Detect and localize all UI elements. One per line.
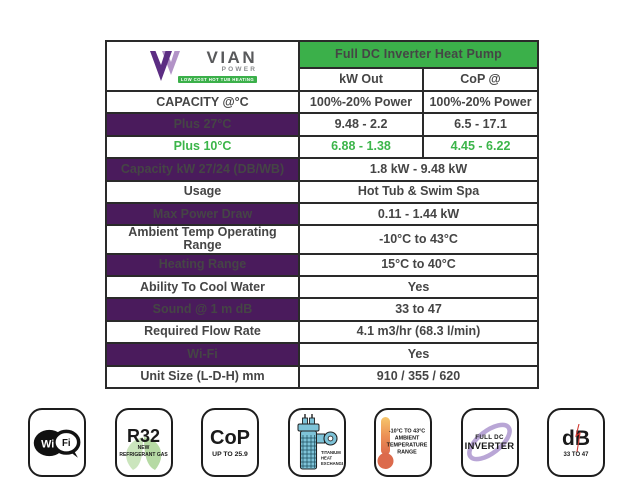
table-row: Required Flow Rate 4.1 m3/hr (68.3 l/min… <box>105 319 540 345</box>
plus10-cop-value: 4.45 - 6.22 <box>421 134 540 160</box>
wifi-icon: Wi Fi <box>33 429 81 458</box>
inverter-line-1: FULL DC <box>475 433 504 441</box>
leaf-icon <box>125 437 161 470</box>
row-label-sound: Sound @ 1 m dB <box>105 297 300 322</box>
ambient-temperature-badge: -10°C TO 43°C AMBIENT TEMPERATURE RANGE <box>374 408 432 477</box>
table-row: Sound @ 1 m dB 33 to 47 <box>105 297 540 322</box>
col-header-cop: CoP @ <box>421 67 540 92</box>
row-value-ambient-temp: -10°C to 43°C <box>297 224 540 255</box>
ambient-line-4: RANGE <box>397 449 417 456</box>
row-label-usage: Usage <box>105 179 300 204</box>
titanium-heat-exchanger-badge: TITANIUM HEAT EXCHANGER <box>287 408 346 477</box>
ambient-line-2: AMBIENT <box>394 435 420 442</box>
capacity-kw-value: 100%-20% Power <box>298 89 424 115</box>
capacity-cop-value: 100%-20% Power <box>421 89 540 115</box>
plus10-kw-value: 6.88 - 1.38 <box>298 134 424 160</box>
vian-v-icon <box>149 51 180 81</box>
row-value-capacity-kw: 1.8 kW - 9.48 kW <box>297 157 540 182</box>
row-value-flow-rate: 4.1 m3/hr (68.3 l/min) <box>297 319 540 345</box>
ambient-line-1: -10°C TO 43°C <box>388 427 426 434</box>
row-label-unit-size: Unit Size (L-D-H) mm <box>105 364 300 389</box>
row-value-wifi: Yes <box>297 342 540 367</box>
wifi-fi-text: Fi <box>62 438 71 449</box>
brand-logo-cell: VIAN POWER LOW COST HOT TUB HEATING <box>105 40 300 92</box>
spec-table: VIAN POWER LOW COST HOT TUB HEATING Full… <box>105 40 540 389</box>
titanium-label-3: EXCHANGER <box>321 461 343 466</box>
table-row: Usage Hot Tub & Swim Spa <box>105 179 540 204</box>
table-row: Ambient Temp Operating Range -10°C to 43… <box>105 224 540 255</box>
row-value-usage: Hot Tub & Swim Spa <box>297 179 540 204</box>
db-sound-badge: dB 33 TO 47 <box>547 408 605 477</box>
row-value-unit-size: 910 / 355 / 620 <box>297 364 540 389</box>
product-title: Full DC Inverter Heat Pump <box>297 40 540 69</box>
row-label-plus-10: Plus 10°C <box>105 134 300 160</box>
db-title: dB <box>562 426 590 450</box>
row-label-flow-rate: Required Flow Rate <box>105 319 300 345</box>
table-row: Ability To Cool Water Yes <box>105 274 540 300</box>
row-value-heating-range: 15°C to 40°C <box>297 252 540 278</box>
vian-logo: VIAN POWER LOW COST HOT TUB HEATING <box>109 49 296 83</box>
row-value-sound: 33 to 47 <box>297 297 540 322</box>
row-label-capacity: CAPACITY @°C <box>105 89 300 115</box>
inverter-line-2: INVERTER <box>464 440 515 452</box>
r32-gas-label: REFRIGERANT GAS <box>119 451 168 458</box>
row-value-max-power: 0.11 - 1.44 kW <box>297 201 540 227</box>
wifi-badge: Wi Fi <box>28 408 86 477</box>
row-label-plus-27: Plus 27°C <box>105 112 300 137</box>
row-label-heating-range: Heating Range <box>105 252 300 278</box>
row-label-cool-water: Ability To Cool Water <box>105 274 300 300</box>
ambient-line-3: TEMPERATURE <box>386 442 428 449</box>
ambient-range-text: -10°C TO 43°C AMBIENT TEMPERATURE RANGE <box>385 428 429 457</box>
inverter-swoosh-icon <box>466 422 512 462</box>
brand-subtitle: POWER <box>221 66 258 74</box>
full-dc-inverter-badge: FULL DC INVERTER <box>460 408 519 477</box>
r32-refrigerant-badge: R32 NEW REFRIGERANT GAS <box>114 408 173 477</box>
cop-value-label: UP TO 25.9 <box>212 450 248 458</box>
plus27-kw-value: 9.48 - 2.2 <box>298 112 424 137</box>
titanium-label-2: HEAT <box>321 455 333 460</box>
feature-badges: Wi Fi R32 NEW REFRIGERANT GAS CoP UP TO … <box>28 408 605 477</box>
table-row: Max Power Draw 0.11 - 1.44 kW <box>105 201 540 227</box>
wifi-wi-text: Wi <box>41 438 54 450</box>
r32-new-label: NEW <box>137 445 150 452</box>
cop-badge: CoP UP TO 25.9 <box>201 408 259 477</box>
db-range-label: 33 TO 47 <box>563 451 589 458</box>
row-label-max-power: Max Power Draw <box>105 201 300 227</box>
brand-tagline: LOW COST HOT TUB HEATING <box>177 75 258 83</box>
heat-exchanger-icon: TITANIUM HEAT EXCHANGER <box>297 413 343 470</box>
row-label-wifi: Wi-Fi <box>105 342 300 367</box>
brand-name: VIAN <box>206 48 258 68</box>
r32-title: R32 <box>126 426 161 447</box>
table-row: Unit Size (L-D-H) mm 910 / 355 / 620 <box>105 364 540 389</box>
row-label-capacity-kw: Capacity kW 27/24 (DB/WB) <box>105 157 300 182</box>
row-label-ambient-temp: Ambient Temp Operating Range <box>105 224 300 255</box>
titanium-label-1: TITANIUM <box>321 450 341 455</box>
col-header-kw-out: kW Out <box>298 67 424 92</box>
sound-wave-icon <box>575 423 581 452</box>
table-row: Wi-Fi Yes <box>105 342 540 367</box>
thermometer-icon <box>377 417 394 469</box>
cop-title: CoP <box>210 426 250 449</box>
row-value-cool-water: Yes <box>297 274 540 300</box>
table-row: Capacity kW 27/24 (DB/WB) 1.8 kW - 9.48 … <box>105 157 540 182</box>
plus27-cop-value: 6.5 - 17.1 <box>421 112 540 137</box>
table-row: Heating Range 15°C to 40°C <box>105 252 540 278</box>
